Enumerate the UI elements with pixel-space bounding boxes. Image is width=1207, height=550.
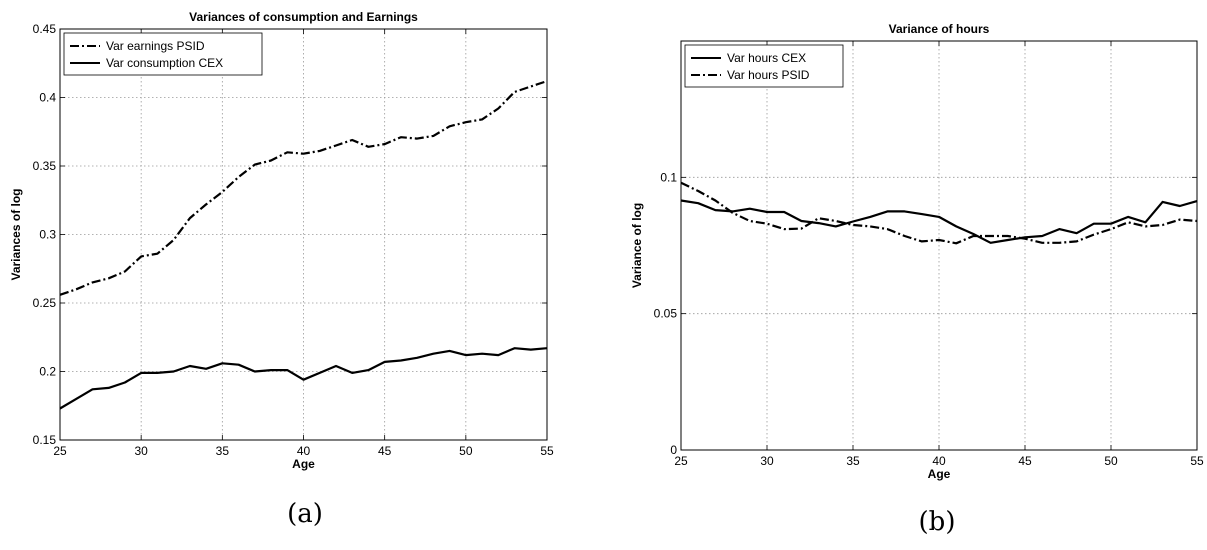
chart-1-y-tick-label: 0.15 [33, 433, 57, 447]
chart-1-y-tick-label: 0.3 [39, 228, 56, 242]
chart-1: 25 30 35 40 45 50 55 0.15 0.2 0.25 0.3 0.35 0.4 0.45 V… [9, 10, 554, 529]
chart-1-x-tick-label: 25 [53, 444, 67, 458]
chart-2-legend-label-1: Var hours CEX [727, 51, 806, 65]
chart-2-series-2-line [680, 181, 1198, 245]
chart-2: 25 30 35 40 45 50 55 0 0.05 0.1 Var hours CEX Var h… [630, 22, 1204, 537]
chart-2-legend [684, 44, 844, 88]
chart-1-x-tick-label: 35 [216, 444, 230, 458]
chart-2-axes-frame [680, 40, 1198, 451]
chart-1-axes-frame [59, 28, 548, 441]
chart-1-x-tick-label: 40 [297, 444, 311, 458]
chart-1-x-tick-label: 30 [134, 444, 148, 458]
chart-1-title: Variances of consumption and Earnings [189, 10, 418, 24]
chart-2-x-tick-label: 50 [1104, 454, 1118, 468]
chart-1-y-tick-label: 0.25 [33, 296, 57, 310]
chart-1-x-tick-label: 55 [540, 444, 554, 458]
chart-1-y-tick-label: 0.2 [39, 365, 56, 379]
chart-2-title: Variance of hours [889, 22, 990, 36]
chart-2-x-tick-label: 55 [1190, 454, 1204, 468]
chart-1-legend [63, 32, 263, 76]
chart-1-panel-label: (a) [287, 499, 323, 529]
chart-1-x-tick-label: 45 [378, 444, 392, 458]
chart-2-y-axis-label: Variance of log [630, 203, 644, 288]
chart-2-panel-label: (b) [919, 507, 956, 537]
chart-2-x-axis-label: Age [928, 467, 951, 481]
chart-1-y-tick-label: 0.45 [33, 22, 57, 36]
chart-1-x-tick-label: 50 [459, 444, 473, 458]
chart-2-x-tick-label: 40 [932, 454, 946, 468]
chart-2-series-1-line [680, 199, 1198, 244]
chart-1-y-tick-label: 0.4 [39, 91, 56, 105]
chart-2-x-tick-label: 25 [674, 454, 688, 468]
chart-2-legend-label-2: Var hours PSID [727, 68, 810, 82]
chart-2-y-tick-label: 0.05 [654, 307, 678, 321]
chart-2-x-tick-label: 35 [846, 454, 860, 468]
chart-1-legend-label-1: Var earnings PSID [106, 39, 205, 53]
chart-1-series-2-line [59, 347, 548, 410]
chart-1-legend-label-2: Var consumption CEX [106, 56, 223, 70]
chart-1-x-axis-label: Age [292, 457, 315, 471]
chart-2-y-tick-label: 0.1 [660, 170, 677, 184]
chart-1-y-tick-label: 0.35 [33, 159, 57, 173]
chart-2-x-tick-label: 45 [1018, 454, 1032, 468]
chart-2-x-tick-label: 30 [760, 454, 774, 468]
chart-2-y-tick-label: 0 [670, 443, 677, 457]
chart-1-series-1-line [59, 80, 548, 296]
chart-1-y-axis-label: Variances of log [9, 188, 23, 280]
